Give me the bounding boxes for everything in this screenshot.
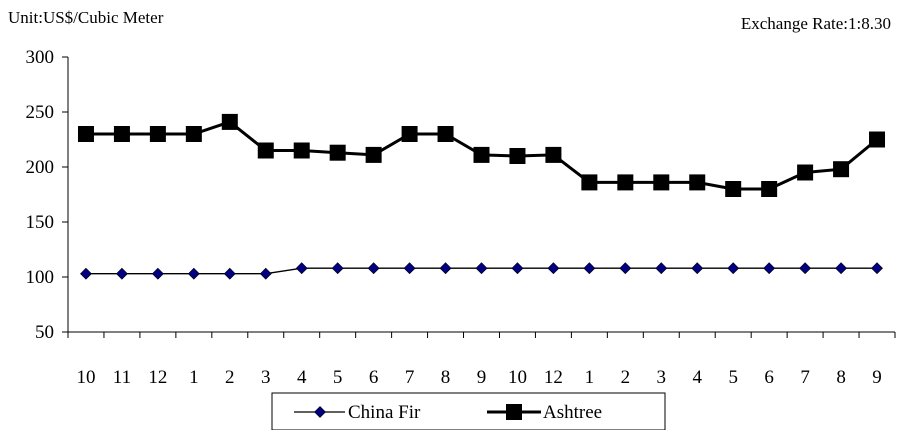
x-tick-label: 11 <box>113 367 131 388</box>
ashtree-point <box>617 174 634 191</box>
ashtree-point <box>401 126 418 142</box>
unit-label: Unit:US$/Cubic Meter <box>8 8 164 27</box>
china-fir-point <box>187 267 200 280</box>
china-fir-point <box>367 262 380 275</box>
china-fir-point <box>763 262 776 275</box>
y-tick-label: 150 <box>26 212 55 233</box>
ashtree-point <box>833 161 850 178</box>
legend-label-ashtree: Ashtree <box>543 402 602 423</box>
x-tick-label: 10 <box>508 367 527 388</box>
china-fir-point <box>80 267 92 280</box>
ashtree-point <box>725 181 742 197</box>
china-fir-point <box>116 267 128 280</box>
china-fir-point <box>835 262 847 275</box>
ashtree-point <box>761 181 778 197</box>
x-tick-label: 1 <box>189 367 199 388</box>
china-fir-point <box>799 262 812 275</box>
china-fir-point <box>259 267 272 280</box>
x-tick-label: 2 <box>225 367 235 388</box>
china-fir-point <box>331 262 344 275</box>
china-fir-point <box>583 262 596 275</box>
china-fir-point <box>547 262 560 275</box>
ashtree-point <box>293 142 310 159</box>
ashtree-point <box>77 126 94 142</box>
y-tick-labels: 50 100 150 200 250 300 <box>26 47 55 343</box>
x-tick-label: 7 <box>405 367 415 388</box>
series-markers <box>77 113 886 280</box>
china-fir-point <box>655 262 668 275</box>
china-fir-point <box>619 262 632 275</box>
ashtree-point <box>257 142 274 159</box>
x-tick-label: 4 <box>692 367 702 388</box>
legend-marker-ashtree <box>506 404 522 420</box>
china-fir-point <box>403 262 416 275</box>
y-tick-label: 200 <box>26 157 55 178</box>
legend-label-china-fir: China Fir <box>348 402 421 423</box>
x-tick-label: 4 <box>297 367 307 388</box>
ashtree-point <box>221 113 238 130</box>
x-tick-label: 9 <box>477 367 487 388</box>
y-tick-label: 100 <box>26 267 55 288</box>
china-fir-point <box>475 262 488 275</box>
x-tick-label: 12 <box>544 367 563 388</box>
ashtree-point <box>509 148 526 164</box>
china-fir-point <box>295 262 308 275</box>
x-tick-label: 12 <box>148 367 167 388</box>
x-tick-label: 2 <box>621 367 631 388</box>
ashtree-point <box>365 146 382 163</box>
ashtree-point <box>113 126 130 142</box>
x-tick-label: 1 <box>585 367 595 388</box>
x-tick-label: 3 <box>261 367 271 388</box>
x-tick-label: 6 <box>764 367 774 388</box>
ashtree-point <box>653 174 670 191</box>
ashtree-point <box>437 126 454 142</box>
china-fir-point <box>727 262 740 275</box>
ashtree-point <box>869 131 886 148</box>
ashtree-point <box>185 126 202 142</box>
x-tick-label: 5 <box>728 367 738 388</box>
china-fir-point <box>511 262 524 275</box>
y-tick-label: 300 <box>26 47 55 68</box>
ashtree-point <box>689 174 706 191</box>
ashtree-point <box>581 174 598 191</box>
ashtree-point <box>329 144 346 161</box>
x-tick-label: 5 <box>333 367 343 388</box>
legend-marker-china-fir <box>314 406 326 418</box>
x-tick-label: 7 <box>800 367 810 388</box>
china-fir-point <box>439 262 452 275</box>
ashtree-point <box>149 126 166 142</box>
ashtree-point <box>797 164 814 181</box>
x-tick-label: 10 <box>76 367 95 388</box>
x-tick-label: 3 <box>657 367 667 388</box>
china-fir-point <box>691 262 704 275</box>
ashtree-point <box>545 146 562 163</box>
x-tick-label: 8 <box>836 367 846 388</box>
china-fir-point <box>871 262 883 275</box>
x-tick-label: 6 <box>369 367 379 388</box>
china-fir-point <box>151 267 164 280</box>
x-tick-labels: 10 11 12 1 2 3 4 5 6 7 8 9 10 12 1 2 3 4 5 6 7 8 9 <box>76 367 881 388</box>
legend: China Fir Ashtree <box>271 392 666 430</box>
ashtree-point <box>473 146 490 163</box>
exchange-rate-label: Exchange Rate:1:8.30 <box>740 14 891 33</box>
y-tick-label: 50 <box>35 322 54 343</box>
series-lines <box>85 120 878 275</box>
axes <box>62 56 896 338</box>
x-tick-label: 9 <box>872 367 882 388</box>
x-tick-label: 8 <box>441 367 451 388</box>
y-tick-label: 250 <box>26 102 55 123</box>
china-fir-point <box>223 267 236 280</box>
